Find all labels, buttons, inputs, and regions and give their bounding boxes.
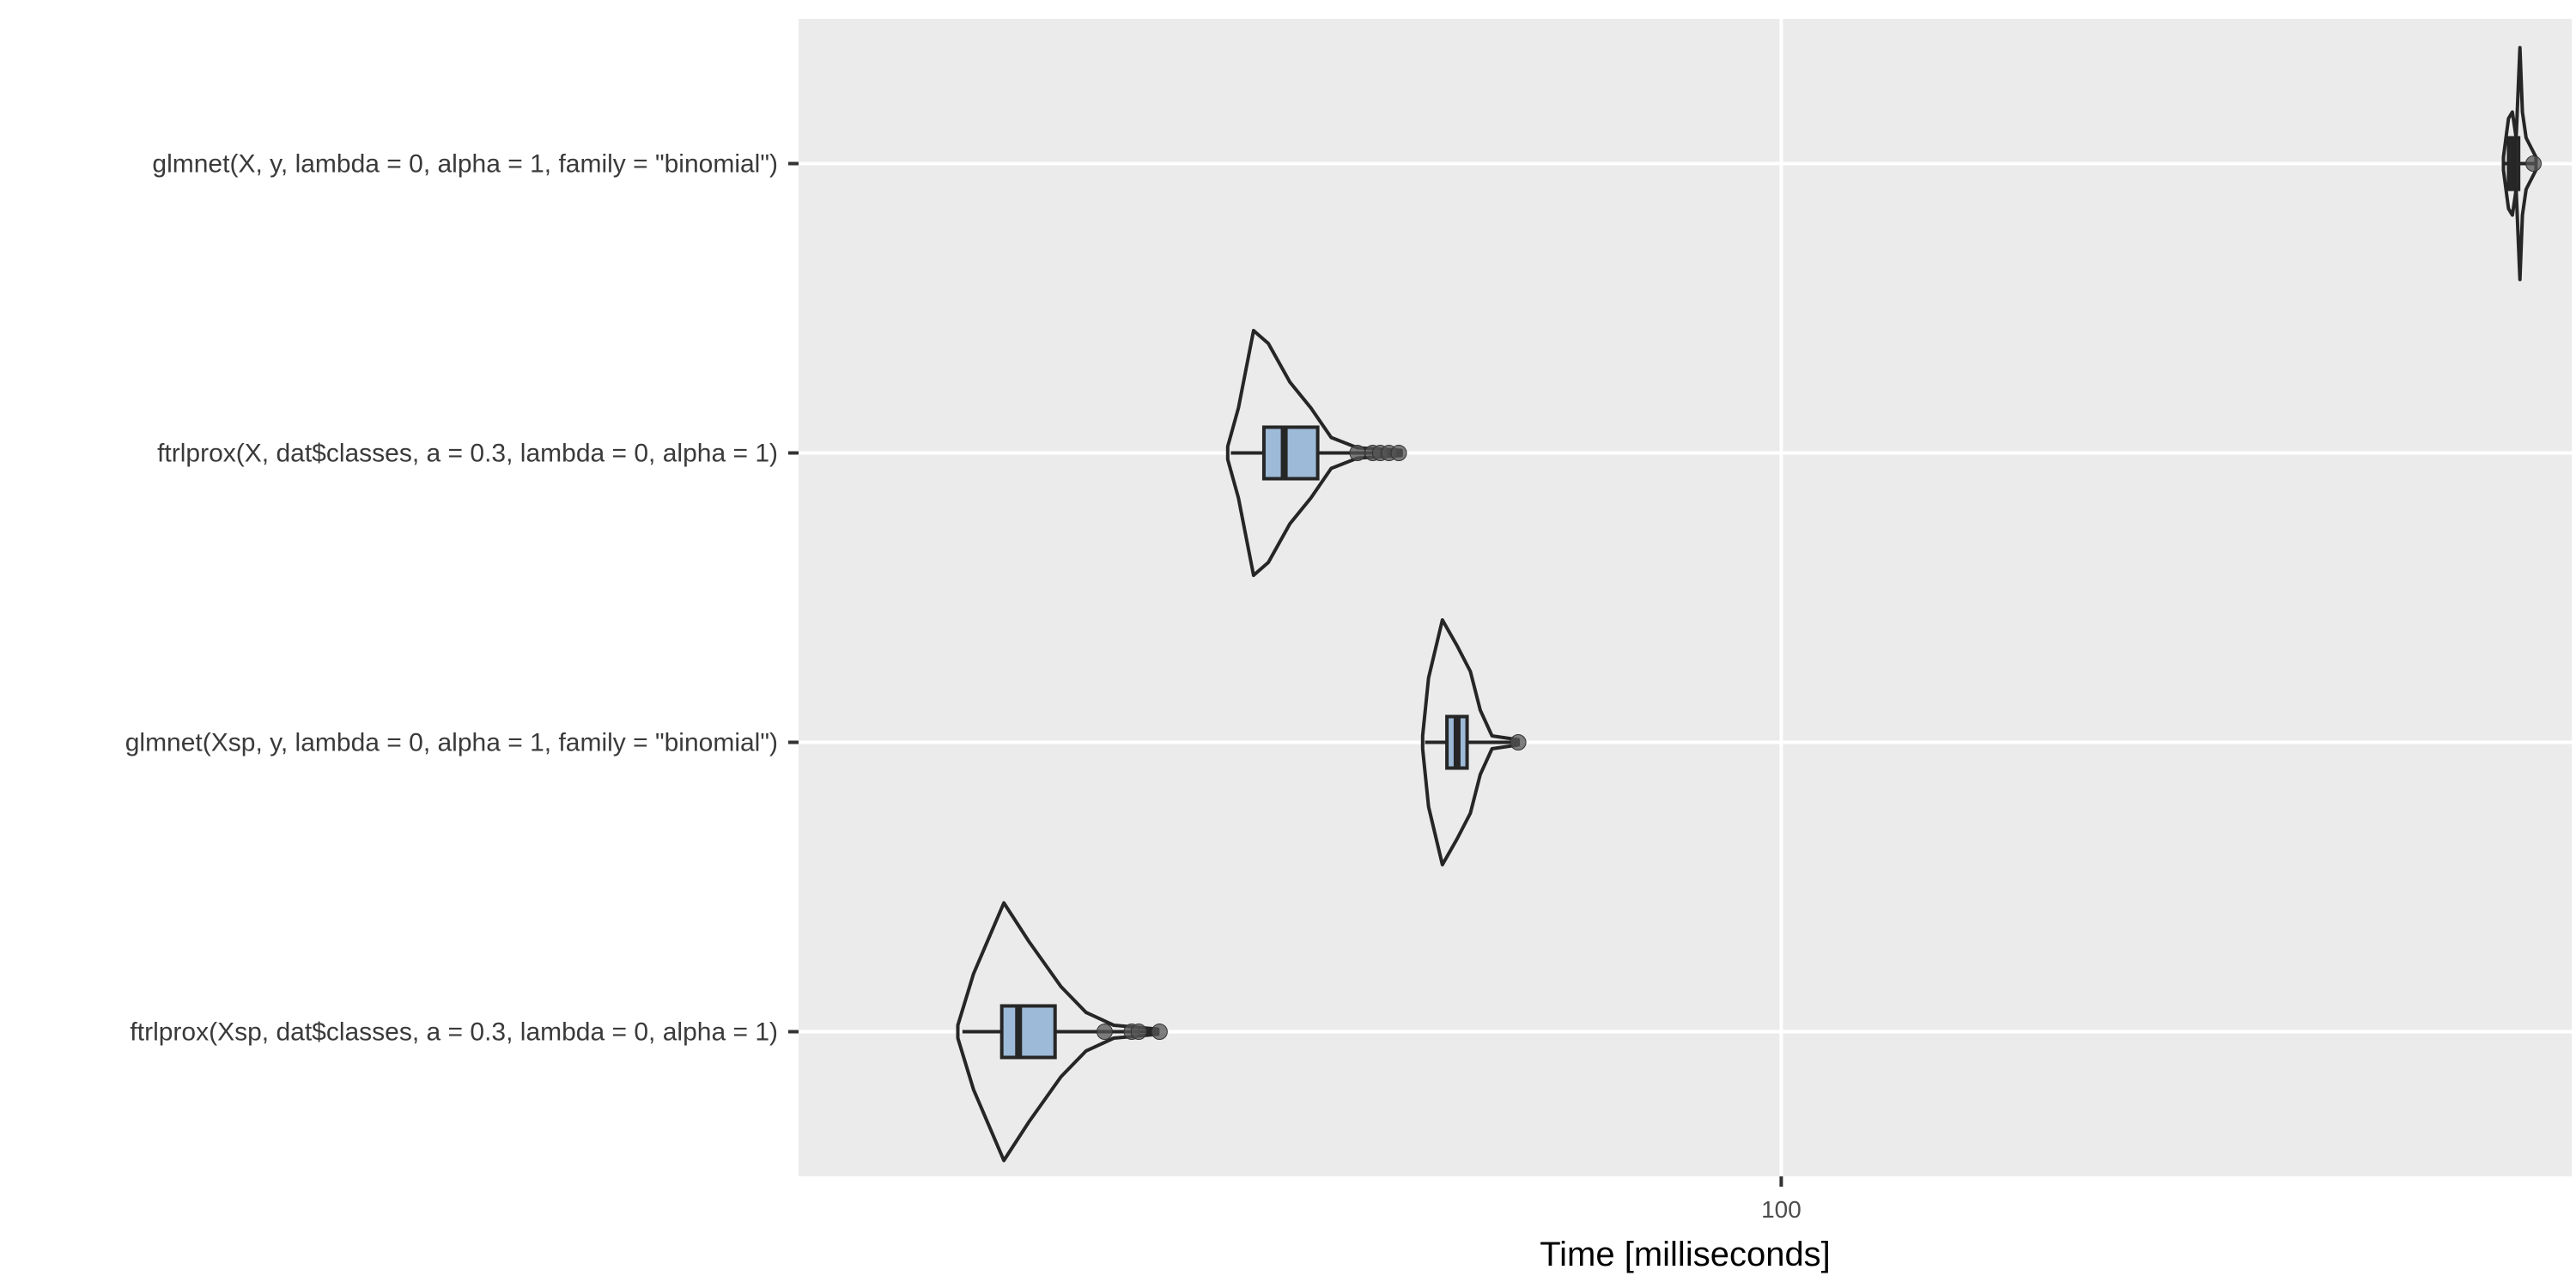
box [999, 1004, 1057, 1060]
violin-group [956, 901, 1168, 1163]
outlier-point [1390, 445, 1407, 461]
outlier-point [1510, 734, 1527, 750]
violin-group [1420, 618, 1527, 866]
outlier-point [2525, 155, 2543, 172]
y-tick-label: ftrlprox(X, dat$classes, a = 0.3, lambda… [157, 440, 778, 468]
outlier-point [1349, 445, 1366, 461]
outlier-point [1151, 1024, 1168, 1040]
box [1261, 425, 1320, 481]
y-tick-label: glmnet(Xsp, y, lambda = 0, alpha = 1, fa… [125, 729, 778, 757]
violin-group [1225, 329, 1407, 577]
violin-group [2501, 46, 2543, 282]
plot-panel [799, 19, 2572, 1176]
outlier-point [1130, 1024, 1147, 1040]
x-axis-title: Time [milliseconds] [1540, 1236, 1831, 1273]
x-tick-label: 100 [1761, 1196, 1801, 1223]
y-tick-label: glmnet(X, y, lambda = 0, alpha = 1, fami… [152, 150, 778, 179]
outlier-point [1096, 1024, 1113, 1040]
y-tick-label: ftrlprox(Xsp, dat$classes, a = 0.3, lamb… [130, 1018, 778, 1047]
